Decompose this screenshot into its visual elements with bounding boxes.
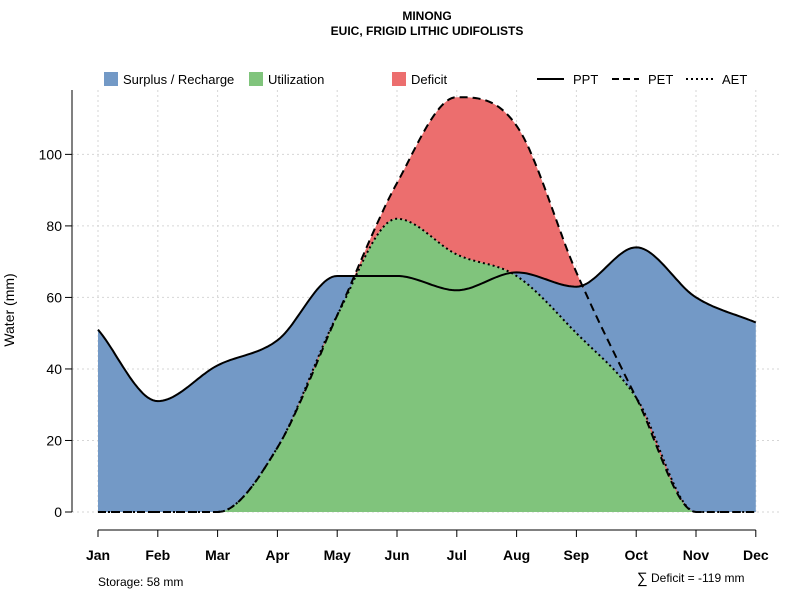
legend-label-ppt: PPT xyxy=(573,72,598,87)
x-tick-label-dec: Dec xyxy=(743,547,769,563)
x-tick-label-sep: Sep xyxy=(564,547,590,563)
aet-line xyxy=(98,217,756,513)
legend-label-deficit: Deficit xyxy=(411,72,448,87)
water-balance-areas xyxy=(98,97,756,512)
legend-label-pet: PET xyxy=(648,72,673,87)
x-tick-label-jul: Jul xyxy=(447,547,467,563)
axes: 0 20 40 60 80 100 Jan Feb Mar Apr May Jun Jul Aug Sep O… xyxy=(39,90,769,563)
ppt-line xyxy=(97,246,757,403)
chart-subtitle: EUIC, FRIGID LITHIC UDIFOLISTS xyxy=(331,24,524,38)
storage-annotation: Storage: 58 mm xyxy=(98,575,183,589)
chart-title: MINONG xyxy=(402,9,451,23)
y-tick-label-20: 20 xyxy=(46,432,62,448)
legend: Surplus / Recharge Utilization Deficit PPT P… xyxy=(104,72,747,87)
x-tick-label-oct: Oct xyxy=(625,547,649,563)
legend-label-aet: AET xyxy=(722,72,747,87)
deficit-annotation: Deficit = -119 mm xyxy=(651,571,744,585)
x-tick-label-jun: Jun xyxy=(385,547,410,563)
x-tick-label-apr: Apr xyxy=(265,547,290,563)
legend-swatch-utilization xyxy=(249,72,263,86)
x-tick-label-may: May xyxy=(324,547,351,563)
y-tick-label-40: 40 xyxy=(46,361,62,377)
x-tick-label-aug: Aug xyxy=(503,547,530,563)
legend-label-surplus-recharge: Surplus / Recharge xyxy=(123,72,234,87)
water-balance-lines xyxy=(97,96,757,513)
x-tick-label-mar: Mar xyxy=(205,547,230,563)
y-tick-label-0: 0 xyxy=(54,504,62,520)
pet-line xyxy=(98,96,756,513)
utilization-area xyxy=(98,218,756,512)
x-tick-label-nov: Nov xyxy=(683,547,710,563)
y-tick-label-60: 60 xyxy=(46,289,62,305)
deficit-area xyxy=(98,97,756,512)
x-tick-label-jan: Jan xyxy=(86,547,110,563)
legend-label-utilization: Utilization xyxy=(268,72,324,87)
y-axis-label: Water (mm) xyxy=(1,273,17,346)
legend-swatch-surplus-recharge xyxy=(104,72,118,86)
y-tick-label-80: 80 xyxy=(46,218,62,234)
deficit-sum-icon: ∑ xyxy=(637,570,648,587)
legend-swatch-deficit xyxy=(392,72,406,86)
x-tick-label-feb: Feb xyxy=(145,547,170,563)
y-tick-label-100: 100 xyxy=(39,146,63,162)
